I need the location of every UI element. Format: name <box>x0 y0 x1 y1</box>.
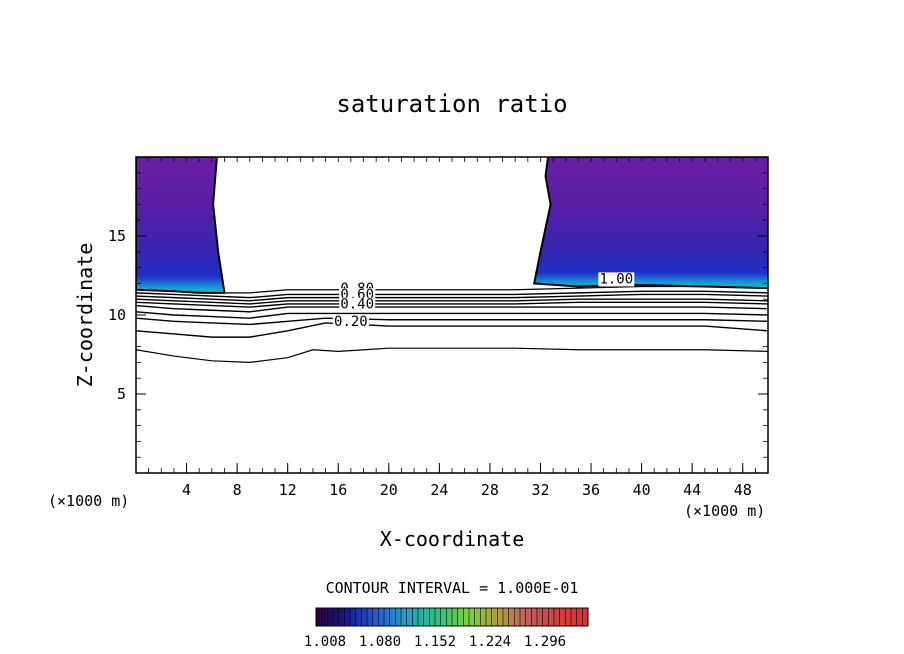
x-tick-label: 40 <box>633 481 651 499</box>
contour-line-0.1 <box>136 347 768 364</box>
colorbar-labels: 1.008 1.080 1.152 1.224 1.296 <box>304 634 566 650</box>
contour-line-0.8 <box>136 293 768 302</box>
chart-title: saturation ratio <box>336 90 567 118</box>
colorbar-label: 1.152 <box>414 634 456 650</box>
saturation-region-right <box>532 157 768 290</box>
saturation-region-left <box>136 157 226 294</box>
contour-label-background <box>339 297 376 312</box>
colorbar-label: 1.080 <box>359 634 401 650</box>
contour-labels: 1.000.800.600.400.20 <box>332 271 635 330</box>
x-tick-label: 24 <box>430 481 448 499</box>
y-tick-label: 10 <box>108 306 126 324</box>
contour-line-0.2 <box>136 322 768 338</box>
contour-lines <box>136 285 768 364</box>
contour-line-0.6 <box>136 301 768 308</box>
colorbar-ticks <box>315 608 589 626</box>
contour-line-0.9 <box>136 290 768 299</box>
x-tick-label: 32 <box>531 481 549 499</box>
z-units-label: (×1000 m) <box>48 492 129 510</box>
x-tick-label: 48 <box>734 481 752 499</box>
contour-interval-label: CONTOUR INTERVAL = 1.000E-01 <box>326 579 579 597</box>
z-axis-label: Z-coordinate <box>73 243 97 388</box>
x-tick-label: 36 <box>582 481 600 499</box>
shaded-regions <box>136 157 768 294</box>
colorbar-label: 1.008 <box>304 634 346 650</box>
x-tick-label: 16 <box>329 481 347 499</box>
colorbar-label: 1.296 <box>524 634 566 650</box>
x-tick-label: 12 <box>279 481 297 499</box>
contour-label-background <box>332 315 369 330</box>
contour-label: 1.00 <box>599 271 633 287</box>
contour-line-0.3 <box>136 317 768 326</box>
contour-label: 0.20 <box>334 314 368 330</box>
x-tick-label: 28 <box>481 481 499 499</box>
x-tick-label: 20 <box>380 481 398 499</box>
colorbar-label: 1.224 <box>469 634 511 650</box>
plot-area <box>136 157 768 364</box>
y-axis-ticks: 5 10 15 <box>108 172 768 458</box>
x-tick-label: 44 <box>683 481 701 499</box>
contour-label: 0.40 <box>340 297 374 313</box>
y-tick-label: 5 <box>117 385 126 403</box>
contour-line-0.4 <box>136 311 768 319</box>
x-tick-label: 8 <box>233 481 242 499</box>
contour-line-0.7 <box>136 298 768 305</box>
x-tick-label: 4 <box>182 481 191 499</box>
y-tick-label: 15 <box>108 227 126 245</box>
x-axis-label: X-coordinate <box>380 527 525 551</box>
contour-line-1.0 <box>136 285 768 294</box>
x-axis-ticks: 4 8 12 16 20 24 28 32 36 40 44 48 <box>148 157 756 499</box>
contour-line-0.5 <box>136 304 768 313</box>
contour-label-background <box>598 272 635 287</box>
x-units-label: (×1000 m) <box>684 502 765 520</box>
